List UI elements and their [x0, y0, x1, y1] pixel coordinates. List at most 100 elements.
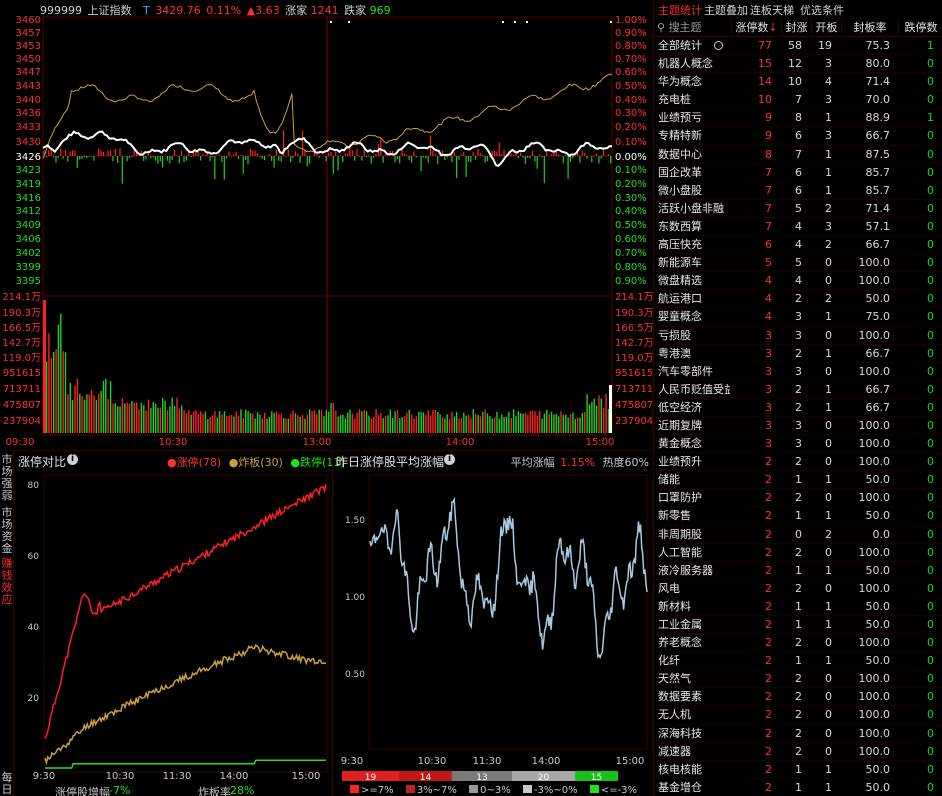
tick-bar	[299, 156, 301, 163]
theme-row[interactable]: 业绩预亏 9 8 1 88.9 1	[654, 109, 942, 128]
distribution-segment[interactable]	[399, 771, 452, 781]
col-header-sealed[interactable]: 封涨	[782, 19, 812, 37]
volume-bar	[173, 405, 176, 433]
theme-row[interactable]: 养老概念 2 2 0 100.0 0	[654, 634, 942, 653]
side-tab-daily[interactable]: 每日	[1, 771, 13, 796]
theme-row[interactable]: 微小盘股 7 6 1 85.7 0	[654, 182, 942, 200]
theme-row[interactable]: 减速器 2 2 0 100.0 0	[654, 743, 942, 761]
volume-bar	[266, 418, 268, 433]
tick-bar	[503, 149, 505, 156]
theme-row[interactable]: 核电核能 2 1 1 50.0 0	[654, 761, 942, 779]
event-marker[interactable]	[330, 21, 332, 23]
theme-row[interactable]: 深海科技 2 2 0 100.0 0	[654, 725, 942, 743]
settings-ring-icon[interactable]	[714, 41, 723, 50]
prev-limit-chart[interactable]: 1.50 1.00 0.50 9:30 10:30 11:30 14:00 15:00 19 14…	[334, 451, 653, 796]
theme-row[interactable]: 专精特新 9 6 3 66.7 0	[654, 127, 942, 146]
side-tab-market-strength[interactable]: 市场强弱	[1, 453, 13, 502]
side-tab-market-funds[interactable]: 市场资金	[1, 506, 13, 555]
tab-theme-overlay[interactable]: 主题叠加	[704, 4, 748, 17]
compare-y-tick: 80	[28, 481, 40, 491]
theme-search-input[interactable]: 搜主题	[668, 21, 702, 34]
theme-row[interactable]: 工业金属 2 1 1 50.0 0	[654, 616, 942, 635]
theme-search-box[interactable]: ⚲ 搜主题	[654, 19, 732, 37]
theme-row[interactable]: 数据要素 2 2 0 100.0 0	[654, 688, 942, 707]
theme-row[interactable]: 婴童概念 4 3 1 75.0 0	[654, 308, 942, 327]
pct-tick-right: 0.70%	[615, 54, 647, 65]
event-marker[interactable]	[348, 21, 350, 23]
col-header-limit-down[interactable]: 跌停数	[904, 21, 938, 34]
volume-bar	[154, 403, 157, 433]
theme-row[interactable]: 国企改革 7 6 1 85.7 0	[654, 164, 942, 182]
theme-row[interactable]: 粤港澳 3 2 1 66.7 0	[654, 345, 942, 363]
limit-down-count: 0	[927, 183, 934, 197]
intraday-chart[interactable]: 3460 3457 3453 3450 3447 3443 3440 3436 3433 3430…	[0, 0, 653, 450]
col-header-opened[interactable]: 开板	[812, 19, 842, 37]
theme-row[interactable]: 华为概念 14 10 4 71.4 0	[654, 73, 942, 92]
side-tab-profit-effect[interactable]: 赚钱效应	[1, 557, 13, 606]
theme-row[interactable]: 低空经济 3 2 1 66.7 0	[654, 399, 942, 417]
tick-bar	[569, 156, 571, 162]
theme-row[interactable]: 基金增仓 2 1 1 50.0 0	[654, 779, 942, 796]
distribution-segment[interactable]	[452, 771, 512, 781]
limit-compare-chart[interactable]: 80 60 40 20 9:30 10:30 11:30 14:00 15:00	[15, 451, 333, 796]
info-icon[interactable]: i	[444, 454, 455, 465]
col-header-seal-rate[interactable]: 封板率	[842, 19, 899, 37]
volume-bar	[88, 394, 90, 433]
theme-row[interactable]: 业绩预升 2 2 0 100.0 0	[654, 453, 942, 472]
theme-row[interactable]: 人工智能 2 2 0 100.0 0	[654, 544, 942, 562]
event-marker[interactable]	[526, 21, 528, 23]
theme-row[interactable]: 亏损股 3 3 0 100.0 0	[654, 327, 942, 345]
distribution-segment[interactable]	[575, 771, 618, 781]
col-header-limit-up[interactable]: 涨停数↓	[732, 19, 782, 37]
opened-count: 2	[825, 201, 832, 215]
theme-row[interactable]: 东数西算 7 4 3 57.1 0	[654, 218, 942, 237]
theme-row[interactable]: 新能源车 5 5 0 100.0 0	[654, 254, 942, 273]
volume-bar	[558, 416, 560, 433]
opened-count: 3	[825, 129, 832, 143]
limit-up-count: 2	[765, 509, 772, 523]
legend-limit-up[interactable]: 涨停(78)	[176, 456, 222, 469]
theme-row[interactable]: 化纤 2 1 1 50.0 0	[654, 652, 942, 671]
tab-theme-stats[interactable]: 主题统计	[658, 4, 702, 17]
theme-row[interactable]: 活跃小盘非融 7 5 2 71.4 0	[654, 200, 942, 218]
theme-row[interactable]: 口罩防护 2 2 0 100.0 0	[654, 489, 942, 508]
theme-row[interactable]: 无人机 2 2 0 100.0 0	[654, 706, 942, 725]
tick-bar	[171, 156, 173, 161]
pct-tick-right: 0.70%	[615, 248, 647, 259]
theme-row[interactable]: 机器人概念 15 12 3 80.0 0	[654, 55, 942, 74]
theme-row[interactable]: 全部统计 77 58 19 75.3 1	[654, 37, 942, 56]
theme-row[interactable]: 储能 2 1 1 50.0 0	[654, 471, 942, 490]
opened-count: 0	[825, 256, 832, 270]
legend-broken[interactable]: 炸板(30)	[238, 456, 283, 469]
theme-row[interactable]: 数据中心 8 7 1 87.5 0	[654, 146, 942, 164]
theme-row[interactable]: 汽车零部件 3 3 0 100.0 0	[654, 363, 942, 381]
theme-row[interactable]: 充电桩 10 7 3 70.0 0	[654, 91, 942, 110]
tick-bar	[95, 155, 97, 156]
tab-limit-ladder[interactable]: 连板天梯	[750, 4, 794, 17]
t-badge[interactable]: T	[143, 4, 150, 17]
theme-row[interactable]: 非周期股 2 0 2 0.0 0	[654, 526, 942, 544]
theme-row[interactable]: 人民币贬值受益 3 2 1 66.7 0	[654, 381, 942, 399]
event-marker[interactable]	[610, 21, 612, 23]
tick-bar	[240, 154, 242, 156]
theme-row[interactable]: 风电 2 2 0 100.0 0	[654, 580, 942, 598]
event-marker[interactable]	[514, 21, 516, 23]
theme-row[interactable]: 近期复牌 3 3 0 100.0 0	[654, 417, 942, 436]
theme-row[interactable]: 微盘精选 4 4 0 100.0 0	[654, 272, 942, 291]
tab-preferred-conditions[interactable]: 优选条件	[800, 4, 844, 17]
event-marker[interactable]	[502, 21, 504, 23]
theme-row[interactable]: 航运港口 4 2 2 50.0 0	[654, 290, 942, 309]
tick-bar	[605, 156, 607, 157]
theme-row[interactable]: 液冷服务器 2 1 1 50.0 0	[654, 562, 942, 580]
theme-row[interactable]: 天然气 2 2 0 100.0 0	[654, 670, 942, 689]
limit-up-count: 2	[765, 780, 772, 794]
distribution-segment[interactable]	[512, 771, 575, 781]
legend-limit-down[interactable]: 跌停(11)	[300, 456, 345, 469]
theme-row[interactable]: 新材料 2 1 1 50.0 0	[654, 598, 942, 616]
theme-row[interactable]: 新零售 2 1 1 50.0 0	[654, 507, 942, 526]
distribution-segment[interactable]	[342, 771, 399, 781]
theme-name: 数据要素	[658, 690, 702, 704]
info-icon[interactable]: i	[67, 454, 78, 465]
theme-row[interactable]: 高压快充 6 4 2 66.7 0	[654, 236, 942, 255]
theme-row[interactable]: 黄金概念 3 3 0 100.0 0	[654, 435, 942, 454]
